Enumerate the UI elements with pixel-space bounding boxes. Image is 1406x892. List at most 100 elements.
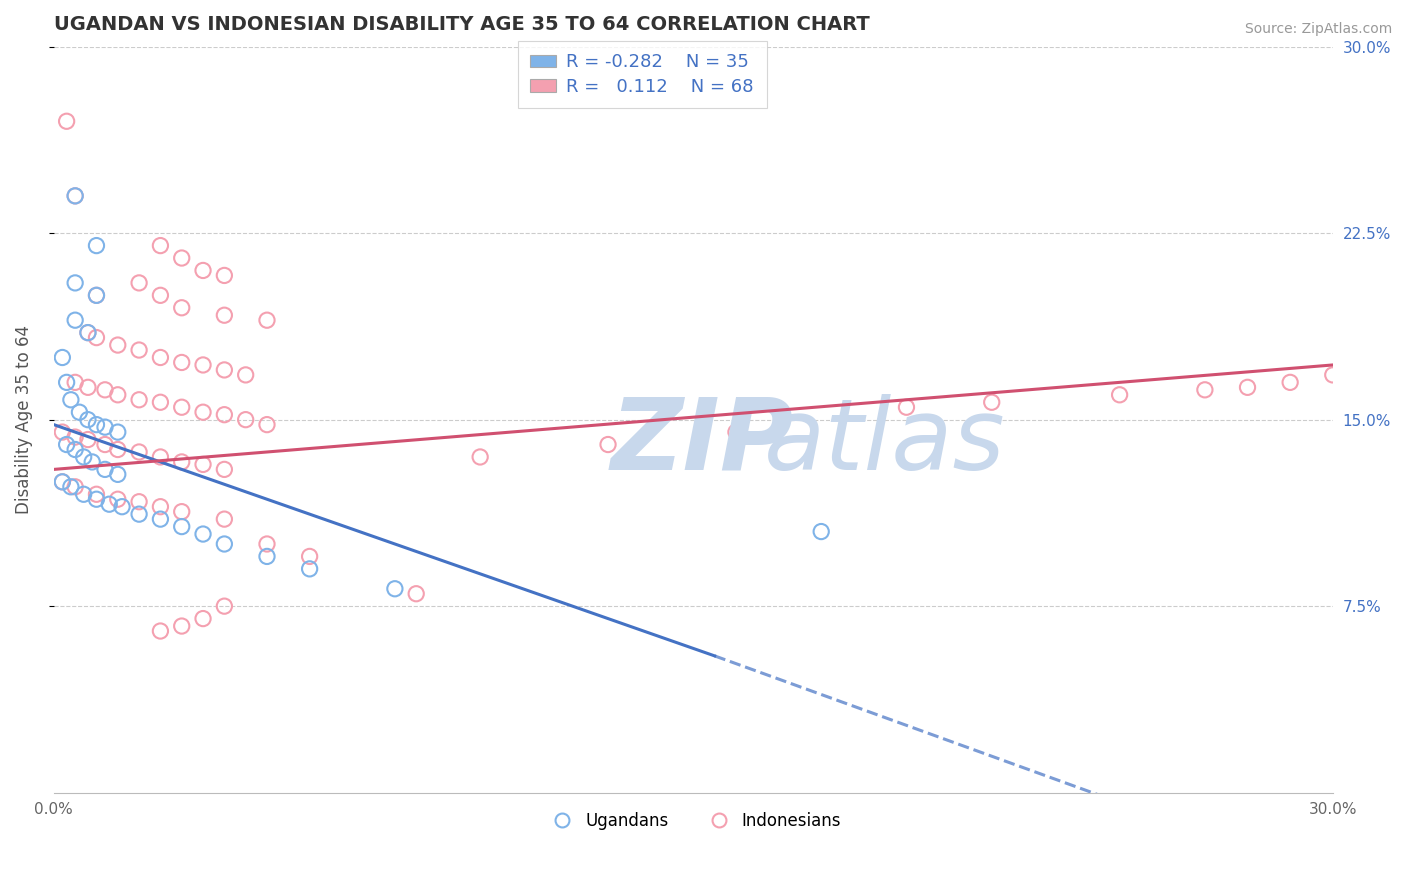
Point <box>82 455 104 469</box>
Point <box>256 417 278 432</box>
Point <box>170 355 193 369</box>
Point <box>170 619 193 633</box>
Point <box>256 313 278 327</box>
Point <box>86 330 108 344</box>
Point <box>86 487 108 501</box>
Point <box>149 395 172 409</box>
Point <box>86 238 108 252</box>
Point <box>63 313 86 327</box>
Point <box>214 408 236 422</box>
Text: atlas: atlas <box>763 393 1005 491</box>
Point <box>63 442 86 457</box>
Text: ZIP: ZIP <box>610 393 793 491</box>
Point <box>107 425 129 439</box>
Point <box>214 599 236 614</box>
Point <box>149 624 172 638</box>
Point <box>810 524 832 539</box>
Point <box>128 494 150 508</box>
Text: Source: ZipAtlas.com: Source: ZipAtlas.com <box>1244 22 1392 37</box>
Point <box>214 462 236 476</box>
Point <box>298 562 321 576</box>
Point <box>191 405 214 419</box>
Point <box>59 392 82 407</box>
Point <box>107 388 129 402</box>
Point <box>77 412 100 426</box>
Point <box>98 497 121 511</box>
Point <box>170 401 193 415</box>
Point <box>1194 383 1216 397</box>
Point <box>1108 388 1130 402</box>
Point <box>73 487 96 501</box>
Point <box>51 475 73 489</box>
Point <box>63 430 86 444</box>
Point <box>170 519 193 533</box>
Point <box>77 433 100 447</box>
Point <box>63 480 86 494</box>
Point <box>55 376 77 390</box>
Point <box>191 458 214 472</box>
Point <box>55 114 77 128</box>
Point <box>980 395 1002 409</box>
Point <box>86 417 108 432</box>
Point <box>256 537 278 551</box>
Point <box>191 263 214 277</box>
Point <box>214 308 236 322</box>
Point <box>596 437 619 451</box>
Point <box>107 467 129 482</box>
Point <box>51 425 73 439</box>
Point <box>77 380 100 394</box>
Point <box>724 425 747 439</box>
Point <box>235 368 257 382</box>
Point <box>1236 380 1258 394</box>
Point <box>191 527 214 541</box>
Point <box>149 500 172 514</box>
Point <box>149 450 172 464</box>
Point <box>63 189 86 203</box>
Legend: Ugandans, Indonesians: Ugandans, Indonesians <box>538 805 848 837</box>
Point <box>94 462 117 476</box>
Point <box>107 492 129 507</box>
Point <box>73 450 96 464</box>
Point <box>1322 368 1344 382</box>
Point <box>86 492 108 507</box>
Point <box>107 338 129 352</box>
Point <box>86 288 108 302</box>
Point <box>94 437 117 451</box>
Point <box>170 301 193 315</box>
Point <box>896 401 918 415</box>
Point <box>149 238 172 252</box>
Point <box>170 505 193 519</box>
Point <box>128 343 150 357</box>
Text: UGANDAN VS INDONESIAN DISABILITY AGE 35 TO 64 CORRELATION CHART: UGANDAN VS INDONESIAN DISABILITY AGE 35 … <box>53 15 869 34</box>
Y-axis label: Disability Age 35 to 64: Disability Age 35 to 64 <box>15 326 32 514</box>
Point <box>235 412 257 426</box>
Point <box>149 512 172 526</box>
Point <box>77 326 100 340</box>
Point <box>214 363 236 377</box>
Point <box>214 268 236 283</box>
Point <box>94 420 117 434</box>
Point <box>63 189 86 203</box>
Point <box>63 276 86 290</box>
Point <box>170 455 193 469</box>
Point <box>384 582 406 596</box>
Point <box>51 475 73 489</box>
Point <box>170 251 193 265</box>
Point <box>405 587 427 601</box>
Point <box>298 549 321 564</box>
Point <box>128 276 150 290</box>
Point <box>51 351 73 365</box>
Point <box>191 611 214 625</box>
Point <box>191 358 214 372</box>
Point <box>63 376 86 390</box>
Point <box>1279 376 1302 390</box>
Point <box>128 445 150 459</box>
Point <box>468 450 491 464</box>
Point <box>256 549 278 564</box>
Point <box>55 437 77 451</box>
Point <box>128 507 150 521</box>
Point <box>214 537 236 551</box>
Point <box>94 383 117 397</box>
Point <box>149 288 172 302</box>
Point <box>128 392 150 407</box>
